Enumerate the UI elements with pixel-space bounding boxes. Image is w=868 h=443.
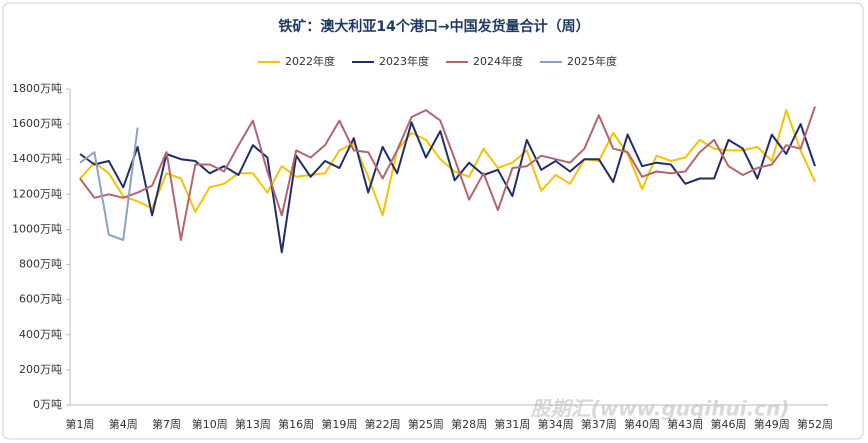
x-tick-label: 第10周 — [192, 417, 228, 431]
x-tick-label: 第1周 — [66, 417, 95, 431]
x-tick-label: 第52周 — [797, 417, 833, 431]
y-tick-label: 200万吨 — [19, 363, 62, 376]
y-tick-label: 800万吨 — [19, 258, 62, 271]
x-tick-label: 第22周 — [365, 417, 401, 431]
legend-label: 2022年度 — [285, 54, 335, 68]
y-tick-label: 1600万吨 — [12, 117, 62, 130]
y-tick-label: 400万吨 — [19, 328, 62, 341]
y-tick-label: 1200万吨 — [12, 187, 62, 200]
y-tick-label: 600万吨 — [19, 293, 62, 306]
y-tick-label: 1400万吨 — [12, 152, 62, 165]
chart-title: 铁矿：澳大利亚14个港口→中国发货量合计（周） — [278, 18, 589, 35]
x-tick-label: 第13周 — [235, 417, 271, 431]
legend-label: 2025年度 — [567, 54, 617, 68]
y-tick-label: 1000万吨 — [12, 222, 62, 235]
x-tick-label: 第37周 — [581, 417, 617, 431]
series-line — [79, 106, 816, 241]
x-tick-label: 第25周 — [408, 417, 444, 431]
x-tick-label: 第46周 — [711, 417, 747, 431]
x-tick-label: 第43周 — [667, 417, 703, 431]
watermark: 股期汇(www.guqihui.cn) — [530, 397, 790, 421]
series-line — [79, 121, 816, 254]
x-tick-label: 第4周 — [109, 417, 138, 431]
legend-label: 2024年度 — [473, 54, 523, 68]
series-line — [79, 127, 139, 241]
x-tick-label: 第49周 — [754, 417, 790, 431]
x-tick-label: 第31周 — [494, 417, 530, 431]
x-tick-label: 第34周 — [538, 417, 574, 431]
series-line — [79, 109, 816, 217]
x-tick-label: 第7周 — [152, 417, 181, 431]
y-tick-label: 1800万吨 — [12, 82, 62, 95]
x-tick-label: 第16周 — [278, 417, 314, 431]
y-tick-label: 0万吨 — [33, 398, 62, 411]
legend-label: 2023年度 — [379, 54, 429, 68]
x-tick-label: 第40周 — [624, 417, 660, 431]
x-tick-label: 第28周 — [451, 417, 487, 431]
x-tick-label: 第19周 — [321, 417, 357, 431]
